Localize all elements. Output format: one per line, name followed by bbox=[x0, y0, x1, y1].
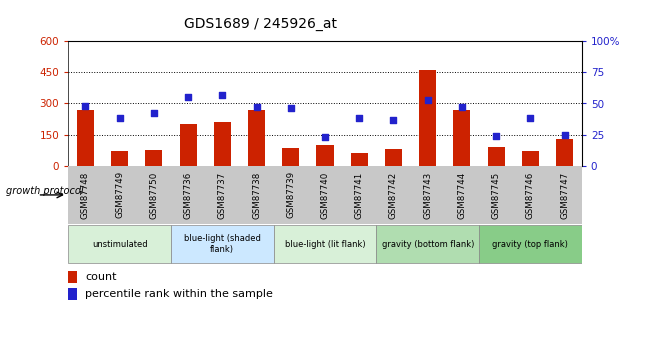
Point bbox=[320, 134, 330, 140]
Text: GDS1689 / 245926_at: GDS1689 / 245926_at bbox=[183, 17, 337, 31]
Point bbox=[149, 111, 159, 116]
Text: growth protocol: growth protocol bbox=[6, 187, 84, 196]
Text: count: count bbox=[85, 272, 117, 282]
Bar bbox=[248, 110, 265, 166]
Point bbox=[354, 116, 365, 121]
Point bbox=[457, 105, 467, 110]
Bar bbox=[77, 110, 94, 166]
Text: GSM87745: GSM87745 bbox=[491, 171, 500, 218]
Point bbox=[560, 132, 570, 137]
Text: GSM87750: GSM87750 bbox=[150, 171, 159, 218]
Point bbox=[285, 106, 296, 111]
Bar bbox=[111, 151, 128, 166]
Bar bbox=[522, 151, 539, 166]
Text: gravity (top flank): gravity (top flank) bbox=[493, 239, 568, 249]
Point bbox=[525, 116, 536, 121]
Bar bbox=[376, 225, 479, 263]
Text: GSM87737: GSM87737 bbox=[218, 171, 227, 218]
Bar bbox=[171, 225, 274, 263]
Point bbox=[388, 117, 398, 122]
Bar bbox=[68, 271, 77, 283]
Text: GSM87738: GSM87738 bbox=[252, 171, 261, 218]
Text: GSM87746: GSM87746 bbox=[526, 171, 535, 218]
Text: GSM87739: GSM87739 bbox=[286, 171, 295, 218]
Bar bbox=[419, 70, 436, 166]
Text: blue-light (shaded
flank): blue-light (shaded flank) bbox=[184, 234, 261, 254]
Text: GSM87744: GSM87744 bbox=[458, 171, 467, 218]
Text: gravity (bottom flank): gravity (bottom flank) bbox=[382, 239, 474, 249]
Point bbox=[252, 105, 262, 110]
Point bbox=[114, 116, 125, 121]
Point bbox=[80, 103, 90, 109]
Text: percentile rank within the sample: percentile rank within the sample bbox=[85, 289, 273, 299]
Bar bbox=[479, 225, 582, 263]
Bar bbox=[454, 110, 471, 166]
Bar bbox=[214, 122, 231, 166]
Point bbox=[491, 133, 501, 139]
Text: GSM87742: GSM87742 bbox=[389, 171, 398, 218]
Bar bbox=[556, 139, 573, 166]
Text: GSM87749: GSM87749 bbox=[115, 171, 124, 218]
Bar bbox=[351, 153, 368, 166]
Text: GSM87747: GSM87747 bbox=[560, 171, 569, 218]
Text: GSM87740: GSM87740 bbox=[320, 171, 330, 218]
Text: GSM87736: GSM87736 bbox=[183, 171, 192, 218]
Text: GSM87741: GSM87741 bbox=[355, 171, 364, 218]
Text: blue-light (lit flank): blue-light (lit flank) bbox=[285, 239, 365, 249]
Bar bbox=[488, 147, 505, 166]
Bar bbox=[274, 225, 376, 263]
Bar bbox=[146, 150, 162, 166]
Bar bbox=[282, 148, 300, 166]
Bar bbox=[68, 288, 77, 300]
Bar bbox=[68, 225, 171, 263]
Point bbox=[217, 92, 228, 98]
Bar bbox=[385, 149, 402, 166]
Text: GSM87743: GSM87743 bbox=[423, 171, 432, 218]
Bar bbox=[179, 124, 196, 166]
Bar bbox=[317, 145, 333, 166]
Text: unstimulated: unstimulated bbox=[92, 239, 148, 249]
Point bbox=[183, 95, 193, 100]
Point bbox=[422, 97, 433, 102]
Text: GSM87748: GSM87748 bbox=[81, 171, 90, 218]
